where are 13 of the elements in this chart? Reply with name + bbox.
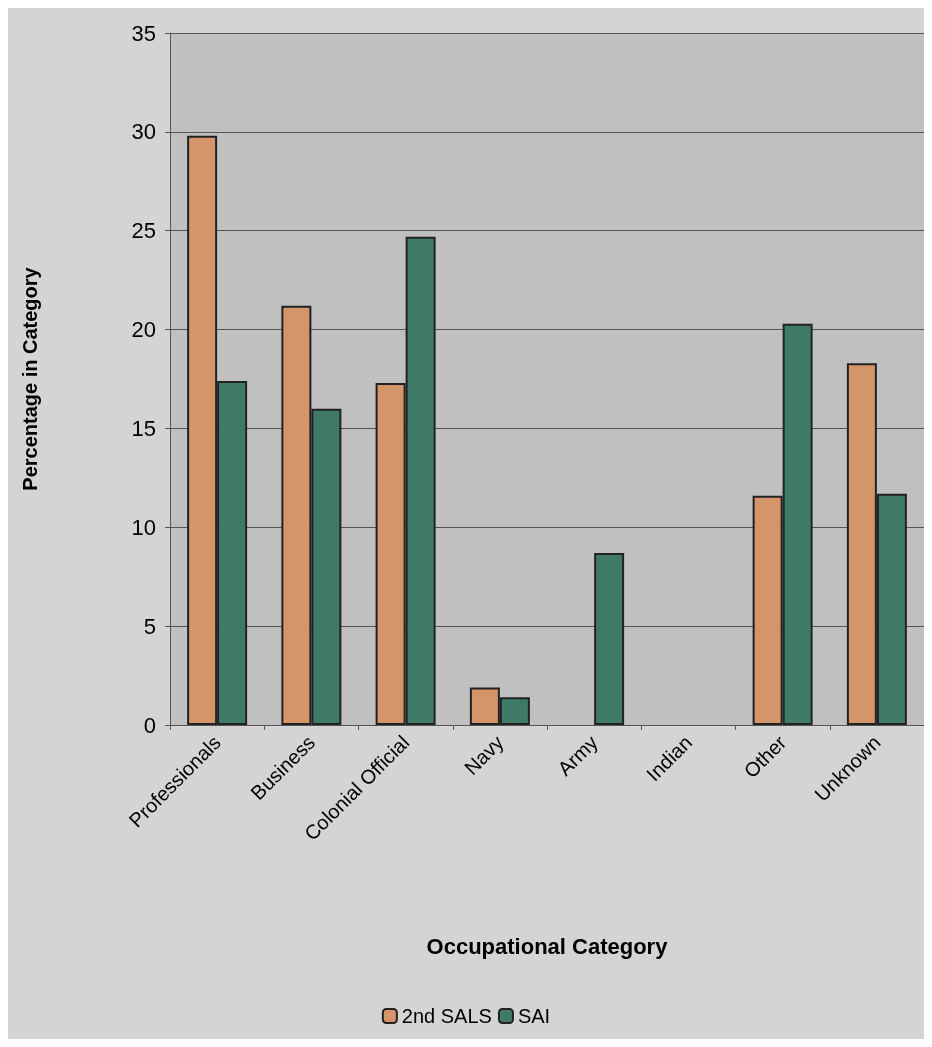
legend-label: SAI [517,1005,551,1027]
y-tick-label: 35 [131,20,156,46]
x-axis-title: Occupational Category [426,933,669,959]
y-axis-title: Percentage in Category [19,266,41,491]
y-tick-label: 15 [131,415,156,441]
y-tick-label: 30 [131,119,156,145]
y-tick-label: 25 [131,218,156,244]
bar [594,552,625,725]
y-tick-label: 0 [143,712,156,738]
y-tick-label: 5 [143,613,156,639]
legend-label: 2nd SALS [401,1005,492,1027]
y-tick-label: 20 [131,317,156,343]
y-tick-label: 10 [131,514,156,540]
